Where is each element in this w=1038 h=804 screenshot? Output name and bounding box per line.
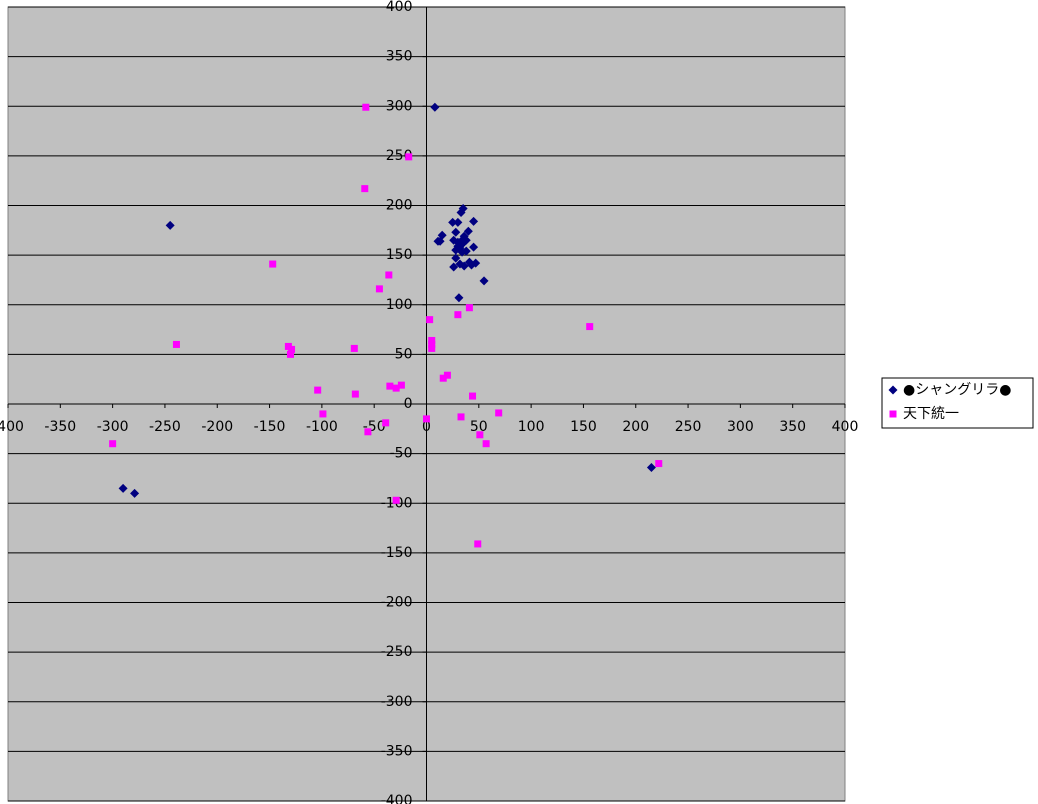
point [451, 227, 461, 237]
point [479, 276, 489, 286]
x-tick-label: -350 [44, 419, 76, 435]
point [459, 261, 469, 271]
point [476, 431, 484, 439]
point [495, 409, 503, 417]
point [453, 217, 463, 227]
x-tick-label: 200 [622, 419, 649, 435]
point [448, 217, 458, 227]
y-tick-label: -250 [381, 644, 413, 660]
point [453, 241, 463, 251]
point [428, 336, 436, 344]
point [586, 323, 594, 331]
legend-label: ●シャングリラ● [903, 382, 1011, 398]
point [319, 410, 327, 418]
x-tick-label: -250 [149, 419, 181, 435]
point [288, 345, 296, 353]
point [397, 381, 405, 389]
point [405, 153, 413, 161]
point [109, 440, 117, 448]
legend-marker [888, 385, 898, 395]
x-tick-label: -100 [306, 419, 338, 435]
point [428, 344, 436, 352]
point [457, 413, 465, 421]
point [430, 102, 440, 112]
legend-label: 天下統一 [903, 406, 959, 422]
point [437, 230, 447, 240]
point [286, 350, 294, 358]
y-tick-label: -200 [381, 595, 413, 611]
point [351, 390, 359, 398]
y-tick-label: 300 [386, 98, 413, 114]
x-tick-label: 350 [779, 419, 806, 435]
point [118, 483, 128, 493]
point [474, 540, 482, 548]
point [471, 258, 481, 268]
point [451, 253, 461, 263]
point [314, 386, 322, 394]
x-tick-label: -300 [97, 419, 129, 435]
point [469, 392, 477, 400]
point [465, 304, 473, 312]
x-tick-label: 100 [518, 419, 545, 435]
point [646, 463, 656, 473]
point [361, 185, 369, 193]
y-tick-label: 50 [395, 346, 413, 362]
point [461, 246, 471, 256]
x-tick-label: 50 [470, 419, 488, 435]
point [130, 488, 140, 498]
point [375, 285, 383, 293]
point [350, 344, 358, 352]
point [382, 419, 390, 427]
point [469, 242, 479, 252]
y-tick-label: 350 [386, 49, 413, 65]
point [454, 311, 462, 319]
point [655, 460, 663, 468]
point [386, 382, 394, 390]
y-tick-label: 150 [386, 247, 413, 263]
point [463, 226, 473, 236]
point [433, 236, 443, 246]
point [482, 440, 490, 448]
point [443, 371, 451, 379]
y-tick-label: 400 [386, 0, 413, 15]
y-tick-label: 200 [386, 198, 413, 214]
point [269, 260, 277, 268]
y-tick-label: -50 [390, 446, 413, 462]
legend-box [881, 377, 1034, 429]
point [385, 271, 393, 279]
point [423, 415, 430, 423]
point [362, 103, 370, 111]
y-tick-label: -350 [381, 743, 413, 759]
point [449, 262, 459, 272]
point [457, 235, 467, 245]
point [439, 374, 447, 382]
y-tick-label: -400 [381, 793, 413, 804]
point [392, 496, 400, 504]
legend-marker [889, 410, 897, 418]
point [426, 316, 434, 324]
point [364, 428, 372, 436]
x-tick-label: 250 [675, 419, 702, 435]
x-tick-label: 300 [727, 419, 754, 435]
y-tick-label: -150 [381, 545, 413, 561]
x-tick-label: -400 [0, 419, 24, 435]
y-tick-label: -300 [381, 694, 413, 710]
x-tick-label: -200 [201, 419, 233, 435]
point [458, 203, 468, 213]
point [428, 340, 436, 348]
x-tick-label: -150 [254, 419, 286, 435]
point [392, 384, 400, 392]
point [172, 340, 180, 348]
point [165, 220, 175, 230]
point [454, 293, 464, 303]
point [469, 216, 479, 226]
y-tick-label: 100 [386, 297, 413, 313]
x-tick-label: 400 [832, 419, 859, 435]
x-tick-label: 150 [570, 419, 597, 435]
